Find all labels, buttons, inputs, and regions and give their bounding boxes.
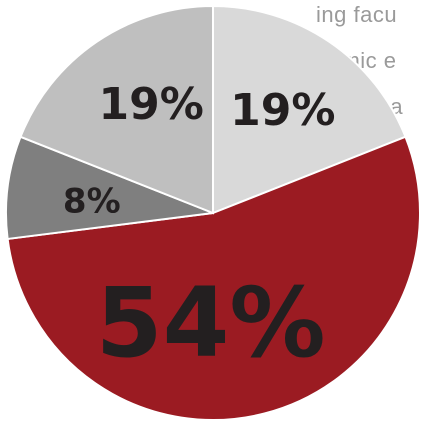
background-text-line-1: ing facu	[316, 2, 398, 27]
pie-slice-2	[6, 135, 421, 422]
pie-slice-label-3: 8%	[63, 181, 121, 221]
pie-slice-label-1: 19%	[230, 85, 335, 136]
pie-slice-4	[19, 4, 214, 215]
pie-slices	[5, 4, 421, 422]
pie-slice-3	[5, 135, 214, 241]
pie-slice-label-2: 54%	[96, 267, 326, 379]
pie-slice-label-4: 19%	[99, 79, 204, 130]
pie-slice-1	[212, 4, 407, 215]
pie-labels: 19% 54% 8% 19%	[63, 79, 336, 379]
